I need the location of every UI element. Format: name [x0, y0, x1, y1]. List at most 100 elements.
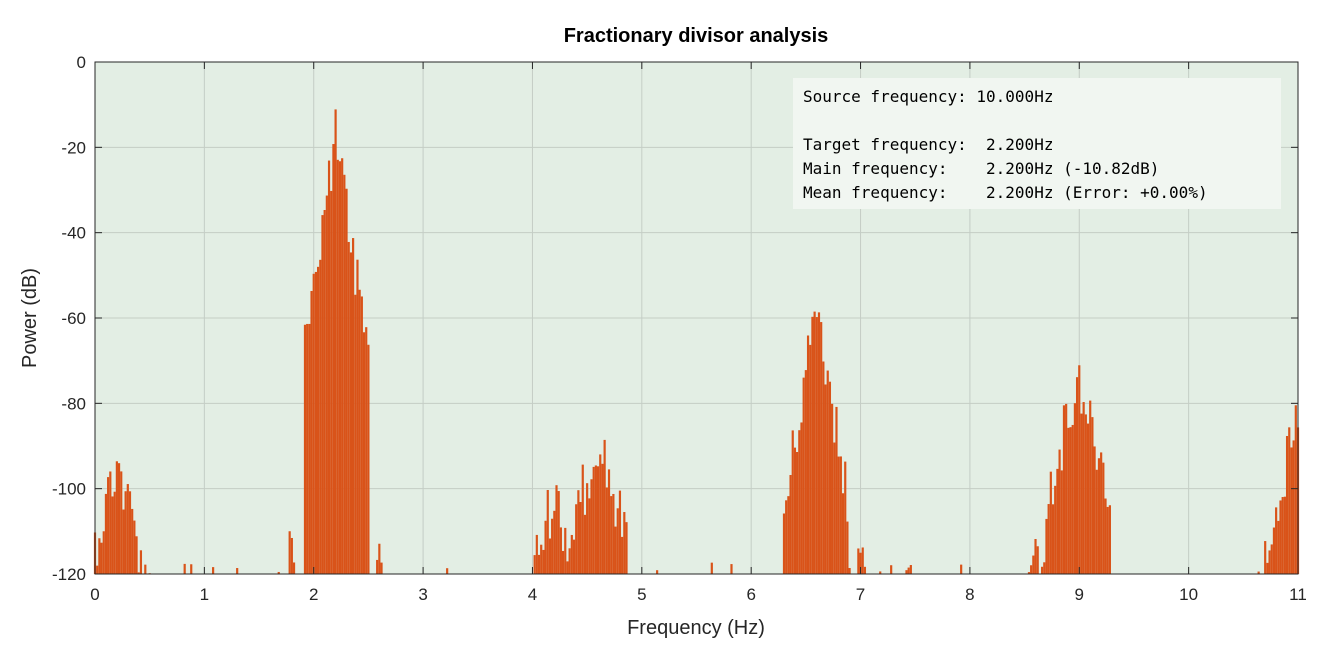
- spectrum-bar: [782, 513, 786, 574]
- spectrum-bar: [809, 344, 812, 574]
- spectrum-bar: [113, 491, 116, 574]
- spectrum-bar: [1270, 544, 1273, 574]
- spectrum-bar: [367, 344, 370, 574]
- spectrum-bar: [102, 531, 105, 574]
- spectrum-bar: [555, 485, 558, 574]
- x-tick-label: 7: [856, 585, 865, 604]
- spectrum-bar: [341, 158, 344, 574]
- spectrum-bar: [1266, 562, 1269, 574]
- spectrum-bar: [907, 567, 910, 574]
- spectrum-bar: [306, 323, 309, 574]
- chart-title: Fractionary divisor analysis: [564, 25, 829, 47]
- y-tick-label: -120: [52, 565, 86, 584]
- spectrum-bar: [360, 296, 363, 574]
- spectrum-bar: [1275, 507, 1278, 574]
- spectrum-bar: [352, 238, 355, 574]
- spectrum-bar: [183, 563, 186, 574]
- spectrum-bar: [610, 496, 613, 574]
- spectrum-bar: [1100, 452, 1103, 574]
- spectrum-bar: [1060, 470, 1063, 574]
- spectrum-bar: [1095, 469, 1098, 574]
- spectrum-bar: [376, 559, 379, 574]
- spectrum-bar: [358, 289, 361, 574]
- spectrum-bar: [1290, 447, 1293, 574]
- spectrum-bar: [325, 195, 328, 574]
- spectrum-bar: [1272, 527, 1276, 574]
- spectrum-bar: [131, 508, 134, 574]
- spectrum-bar: [857, 548, 860, 574]
- x-tick-label: 5: [637, 585, 646, 604]
- spectrum-bar: [612, 493, 615, 574]
- spectrum-bar: [605, 487, 608, 574]
- spectrum-bar: [625, 522, 628, 574]
- spectrum-bar: [144, 564, 147, 574]
- spectrum-bar: [100, 542, 103, 574]
- spectrum-bar: [909, 565, 912, 574]
- spectrum-bar: [1030, 565, 1033, 574]
- spectrum-bar: [107, 477, 110, 574]
- spectrum-bar: [1285, 436, 1289, 574]
- spectrum-bar: [804, 370, 807, 574]
- spectrum-bar: [879, 571, 882, 574]
- spectrum-bar: [905, 570, 908, 574]
- spectrum-bar: [356, 259, 359, 574]
- spectrum-bar: [557, 491, 560, 574]
- spectrum-bar: [572, 539, 576, 574]
- spectrum-bar: [1075, 377, 1079, 574]
- spectrum-bar: [1106, 506, 1109, 574]
- spectrum-bar: [656, 570, 659, 574]
- spectrum-bar: [323, 209, 326, 574]
- x-tick-label: 9: [1075, 585, 1084, 604]
- spectrum-bar: [568, 548, 571, 574]
- spectrum-bar: [334, 109, 337, 574]
- spectrum-bar: [362, 332, 366, 574]
- spectrum-bar: [835, 406, 838, 574]
- spectrum-bar: [546, 489, 549, 574]
- spectrum-bar: [548, 538, 552, 574]
- tick-labels: 0 1 2 3 4 5 6 7 8 9 10 11 0 -20 -40 -60 -80 -100 -120: [52, 53, 1307, 604]
- spectrum-bar: [365, 327, 368, 574]
- spectrum-bar: [798, 430, 801, 574]
- spectrum-bar: [785, 500, 788, 574]
- spectrum-bar: [104, 493, 108, 574]
- spectrum-bar: [800, 422, 803, 574]
- spectrum-bar: [330, 190, 333, 574]
- spectrum-bar: [1062, 405, 1066, 574]
- spectrum-bar: [1036, 546, 1039, 574]
- axes-box: [94, 61, 1299, 575]
- spectrum-bar: [540, 544, 543, 574]
- spectrum-bar: [791, 430, 794, 574]
- spectrum-bar: [349, 252, 353, 574]
- spectrum-bar: [288, 531, 291, 574]
- spectrum-bar: [544, 520, 547, 574]
- spectrum-bar: [1086, 423, 1090, 574]
- spectrum-bar: [820, 322, 823, 574]
- spectrum-bar: [802, 377, 805, 574]
- spectrum-bar: [1104, 498, 1107, 574]
- spectrum-bar: [621, 536, 624, 574]
- spectrum-bar: [312, 273, 315, 574]
- spectrum-bar: [594, 465, 597, 574]
- spectrum-bar: [833, 442, 836, 574]
- spectrum-bar: [1283, 496, 1286, 574]
- x-tick-label: 4: [528, 585, 537, 604]
- spectrum-bar: [343, 174, 346, 574]
- spectrum-bar: [290, 537, 293, 574]
- spectrum-bar: [793, 447, 797, 574]
- spectrum-bar: [564, 527, 567, 574]
- spectrum-bar: [583, 514, 587, 574]
- y-tick-label: -40: [61, 224, 86, 243]
- spectrum-bar: [319, 259, 322, 574]
- spectrum-bar: [599, 454, 602, 574]
- x-tick-label: 1: [200, 585, 209, 604]
- spectrum-bar: [592, 466, 595, 574]
- spectrum-bar: [846, 521, 849, 574]
- spectrum-bar: [1277, 520, 1280, 574]
- spectrum-bar: [618, 490, 622, 574]
- info-box-background: [793, 78, 1281, 209]
- spectrum-bar: [822, 361, 825, 574]
- spectrum-bar: [122, 509, 125, 574]
- spectrum-bar: [1279, 500, 1282, 574]
- spectrum-bar: [815, 317, 818, 574]
- spectrum-bar: [332, 144, 335, 575]
